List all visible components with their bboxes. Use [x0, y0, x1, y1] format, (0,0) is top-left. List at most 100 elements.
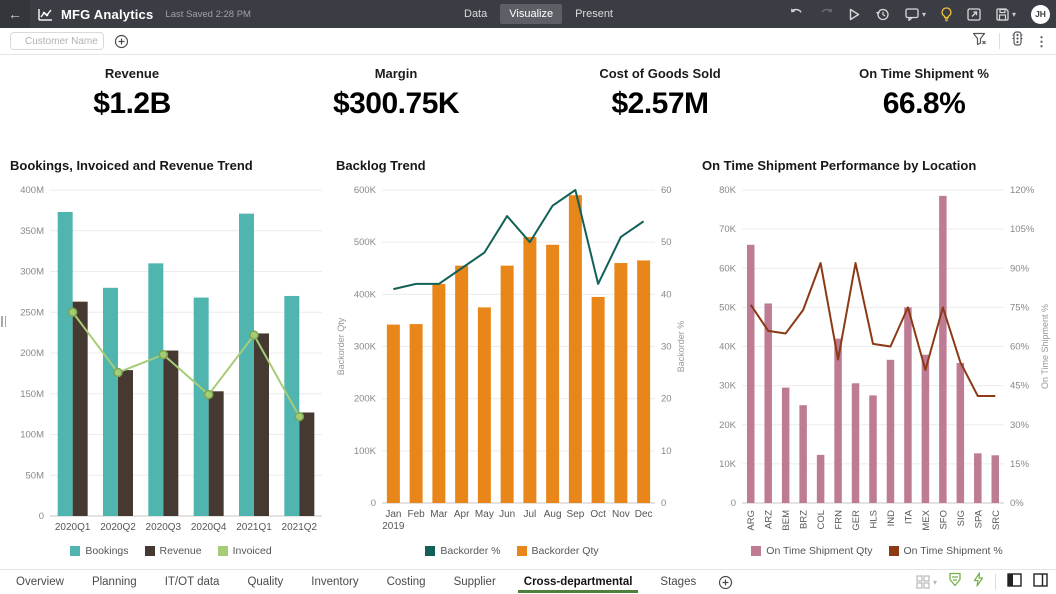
svg-text:Jan: Jan [385, 509, 401, 520]
legend-label: On Time Shipment Qty [766, 545, 873, 557]
app-title: MFG Analytics [61, 6, 154, 22]
legend-item[interactable]: Invoiced [217, 545, 272, 557]
svg-text:MEX: MEX [921, 509, 932, 530]
mode-tab-visualize[interactable]: Visualize [500, 4, 563, 24]
page-tab-planning[interactable]: Planning [91, 576, 137, 588]
svg-text:60%: 60% [1010, 342, 1030, 353]
filter-funnel-icon[interactable] [972, 32, 987, 51]
svg-text:BEM: BEM [781, 510, 792, 531]
svg-text:50K: 50K [719, 302, 737, 313]
svg-text:Apr: Apr [454, 509, 470, 520]
dashboard-chart-icon [38, 8, 53, 21]
legend-label: On Time Shipment % [903, 545, 1003, 557]
mode-tab-present[interactable]: Present [575, 8, 613, 20]
svg-text:70K: 70K [719, 224, 737, 235]
mode-tab-data[interactable]: Data [464, 8, 488, 20]
legend-item[interactable]: Bookings [70, 545, 129, 557]
svg-text:30%: 30% [1010, 420, 1030, 431]
panel-left-icon[interactable] [1007, 572, 1022, 592]
svg-text:60: 60 [661, 185, 672, 196]
history-icon[interactable] [875, 8, 890, 21]
comment-icon[interactable]: ▾ [905, 7, 926, 21]
redo-icon[interactable] [819, 8, 834, 20]
page-tab-quality[interactable]: Quality [247, 576, 284, 588]
svg-text:0: 0 [371, 498, 376, 509]
svg-text:BRZ: BRZ [799, 510, 810, 529]
page-tab-overview[interactable]: Overview [16, 576, 64, 588]
last-saved-label: Last Saved 2:28 PM [165, 8, 251, 20]
svg-text:ARZ: ARZ [764, 510, 775, 529]
panel-drag-handle[interactable] [1, 316, 6, 327]
svg-text:400K: 400K [354, 289, 377, 300]
kpi-cogs[interactable]: Cost of Goods Sold $2.57M [528, 56, 792, 132]
svg-text:2020Q1: 2020Q1 [55, 522, 91, 533]
kpi-label: Revenue [104, 66, 160, 81]
legend-item[interactable]: Backorder % [425, 545, 501, 557]
panel-right-icon[interactable] [1033, 572, 1048, 592]
chart-panel-backlog: Backlog Trend 0 100K 200K 300K 400K 500K 600K 0… [336, 158, 688, 557]
svg-text:50M: 50M [26, 470, 45, 481]
play-icon[interactable] [849, 8, 860, 21]
page-tab-inventory[interactable]: Inventory [311, 576, 359, 588]
svg-text:SIG: SIG [956, 510, 967, 526]
more-menu-icon[interactable]: ⋮ [1035, 33, 1048, 49]
svg-text:400M: 400M [20, 185, 44, 196]
customer-name-filter[interactable]: Customer Name [10, 32, 104, 50]
filter-panel-icon[interactable] [948, 572, 962, 592]
user-avatar[interactable]: JH [1031, 4, 1050, 24]
svg-text:0%: 0% [1010, 498, 1024, 509]
grid-layout-icon[interactable]: ▾ [916, 575, 937, 589]
svg-text:40K: 40K [719, 342, 737, 353]
svg-text:50: 50 [661, 237, 672, 248]
einstein-lightbulb-icon[interactable] [941, 6, 952, 22]
svg-text:Mar: Mar [430, 509, 448, 520]
page-tab-supplier[interactable]: Supplier [453, 576, 496, 588]
legend-item[interactable]: Backorder Qty [516, 545, 599, 557]
svg-text:120%: 120% [1010, 185, 1035, 196]
legend-chip [217, 546, 228, 556]
chart-legend: Bookings Revenue Invoiced [10, 545, 332, 557]
legend-item[interactable]: On Time Shipment % [888, 545, 1003, 557]
caret-down-icon: ▾ [921, 9, 926, 19]
kpi-revenue[interactable]: Revenue $1.2B [0, 56, 264, 132]
add-page-icon[interactable] [718, 575, 733, 590]
page-tab-it-ot-data[interactable]: IT/OT data [164, 576, 220, 588]
page-tab-cross-departmental[interactable]: Cross-departmental [510, 570, 647, 594]
add-filter-icon[interactable] [114, 34, 129, 49]
quick-actions-bolt-icon[interactable] [973, 572, 984, 592]
svg-text:10: 10 [661, 446, 672, 457]
svg-text:350M: 350M [20, 226, 44, 237]
legend-item[interactable]: Revenue [144, 545, 202, 557]
svg-text:0: 0 [39, 511, 44, 522]
svg-text:300K: 300K [354, 342, 377, 353]
svg-text:20K: 20K [719, 420, 737, 431]
svg-text:0: 0 [661, 498, 666, 509]
page-tab-stages[interactable]: Stages [660, 576, 697, 588]
svg-text:40: 40 [661, 289, 672, 300]
legend-label: Backorder % [440, 545, 501, 557]
traffic-light-icon[interactable] [1012, 31, 1023, 51]
legend-item[interactable]: On Time Shipment Qty [751, 545, 873, 557]
backlog-trend-chart[interactable]: 0 100K 200K 300K 400K 500K 600K 0 10 20 30 40 50 60 Ja… [336, 180, 688, 538]
svg-text:200K: 200K [354, 394, 377, 405]
on-time-shipment-chart[interactable]: 0 10K 20K 30K 40K 50K 60K 70K 80K 0% 15% 30% 45% 60% 7… [702, 180, 1052, 538]
save-icon[interactable]: ▾ [996, 7, 1016, 21]
svg-text:GER: GER [851, 510, 862, 531]
kpi-value: $300.75K [332, 87, 460, 120]
svg-text:200M: 200M [20, 348, 44, 359]
open-window-icon[interactable] [967, 7, 981, 21]
kpi-margin[interactable]: Margin $300.75K [264, 56, 528, 132]
svg-text:2020Q2: 2020Q2 [100, 522, 136, 533]
kpi-on-time-shipment[interactable]: On Time Shipment % 66.8% [792, 56, 1056, 132]
svg-text:ARG: ARG [746, 510, 757, 531]
back-button[interactable]: ← [0, 0, 30, 28]
svg-text:250M: 250M [20, 307, 44, 318]
svg-text:2020Q4: 2020Q4 [191, 522, 227, 533]
chart-legend: Backorder % Backorder Qty [336, 545, 688, 557]
page-tab-costing[interactable]: Costing [386, 576, 426, 588]
bookings-invoiced-revenue-chart[interactable]: 0 50M 100M 150M 200M 250M 300M 350M 400M 2020Q1 20… [10, 180, 332, 538]
svg-text:2019: 2019 [382, 521, 405, 532]
svg-text:Sep: Sep [566, 509, 584, 520]
top-toolbar: ← MFG Analytics Last Saved 2:28 PM Data V… [0, 0, 1056, 28]
undo-icon[interactable] [789, 8, 804, 20]
